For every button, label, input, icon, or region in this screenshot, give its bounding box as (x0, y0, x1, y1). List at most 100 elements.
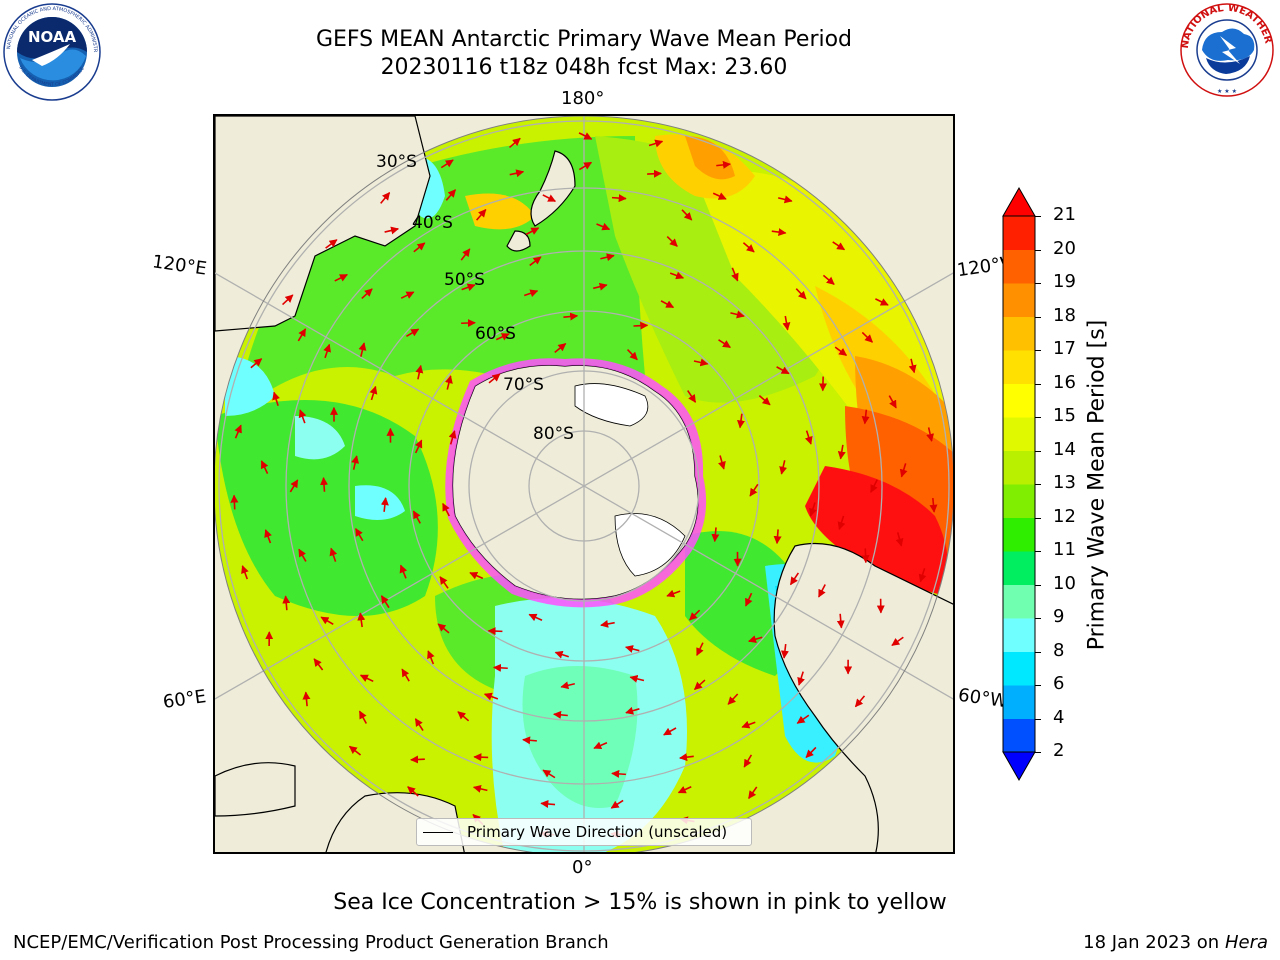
wave-direction-arrow (413, 242, 426, 253)
wave-direction-arrow (677, 785, 692, 794)
colorbar-tick-label: 18 (1053, 304, 1076, 326)
wave-direction-arrow (473, 753, 489, 762)
wave-direction-arrow (540, 800, 556, 808)
wave-direction-arrow (542, 769, 556, 779)
map-legend: Primary Wave Direction (unscaled) (416, 818, 752, 846)
wave-direction-arrow (696, 642, 704, 657)
wave-direction-arrow (891, 636, 904, 647)
colorbar-tick-label: 13 (1053, 472, 1076, 493)
wave-direction-arrow (660, 300, 675, 309)
colorbar-tick-label: 21 (1053, 204, 1076, 225)
lat-label-70s: 70°S (503, 375, 544, 395)
wave-direction-arrow (625, 706, 640, 715)
wave-direction-arrow (384, 226, 400, 235)
wave-direction-arrow (689, 609, 701, 621)
colorbar-band (1003, 718, 1035, 753)
wave-direction-arrow (554, 343, 567, 354)
wave-direction-arrow (487, 627, 503, 636)
wave-direction-arrow (789, 572, 800, 586)
noaa-logo-text: NOAA (28, 28, 77, 46)
wave-direction-arrow (836, 613, 845, 629)
wave-direction-arrow (457, 711, 470, 722)
colorbar-tick-mark (1035, 316, 1041, 318)
wave-direction-arrow (250, 358, 263, 369)
colorbar-band (1003, 249, 1035, 284)
lon-label-120e: 120°E (150, 251, 208, 280)
wave-direction-arrow (666, 235, 678, 247)
wave-direction-arrow (297, 328, 307, 342)
colorbar-band (1003, 651, 1035, 686)
colorbar-tick-mark (1035, 350, 1041, 351)
wave-direction-arrow (795, 288, 807, 300)
wave-direction-arrow (687, 390, 697, 403)
colorbar-label: Primary Wave Mean Period [s] (1084, 319, 1110, 651)
lat-label-80s: 80°S (533, 424, 574, 444)
wave-direction-arrow (593, 741, 608, 750)
colorbar-band (1003, 551, 1035, 585)
wave-direction-arrow (711, 527, 720, 543)
wave-direction-arrow (804, 430, 813, 445)
legend-label: Primary Wave Direction (unscaled) (467, 823, 728, 841)
wave-direction-arrow (282, 595, 291, 611)
wave-direction-arrow (861, 409, 870, 425)
wave-direction-arrow (380, 595, 390, 609)
wave-direction-arrow (929, 497, 938, 513)
colorbar-tick-mark (1035, 484, 1041, 485)
nws-logo: NATIONAL WEATHER SERVICE ★ ★ ★ (1176, 2, 1274, 97)
wave-direction-arrow (437, 623, 450, 634)
wave-direction-arrow (442, 502, 450, 517)
wave-direction-arrow (323, 343, 331, 359)
colorbar-tick-label: 6 (1053, 673, 1065, 694)
wave-direction-arrow (529, 256, 542, 267)
wave-direction-arrow (289, 479, 299, 493)
wave-direction-arrow (625, 645, 640, 653)
wave-direction-arrow (264, 529, 272, 544)
colorbar-band (1003, 350, 1035, 384)
colorbar-band (1003, 216, 1035, 250)
colorbar-tick-label: 10 (1053, 572, 1076, 594)
wave-direction-arrow (718, 339, 731, 349)
wave-direction-arrow (563, 312, 579, 321)
wave-direction-arrow (448, 430, 457, 445)
colorbar-tick-label: 4 (1053, 706, 1065, 728)
wave-direction-arrow (693, 679, 706, 691)
wave-direction-arrow (875, 298, 889, 306)
wave-direction-arrow (415, 364, 424, 380)
wave-direction-arrow (357, 612, 366, 628)
wave-direction-arrow (681, 209, 693, 221)
wave-direction-arrow (731, 267, 739, 282)
svg-text:★ ★ ★: ★ ★ ★ (1217, 88, 1237, 95)
colorbar-tick-label: 19 (1053, 271, 1076, 292)
wave-direction-arrow (663, 727, 677, 736)
wave-direction-arrow (525, 227, 540, 236)
wave-direction-arrow (782, 315, 791, 331)
wave-direction-arrow (822, 274, 835, 285)
colorbar-band (1003, 316, 1035, 351)
wave-direction-arrow (718, 455, 726, 470)
wave-direction-arrow (600, 253, 615, 262)
colorbar-band (1003, 685, 1035, 719)
colorbar-tick-label: 16 (1053, 371, 1076, 393)
wave-direction-arrow (600, 619, 615, 628)
wave-direction-arrow (351, 455, 360, 470)
wave-direction-arrow (779, 460, 788, 475)
wave-direction-arrow (647, 169, 662, 178)
colorbar-band (1003, 283, 1035, 317)
weddell-ice (614, 513, 686, 577)
wave-direction-arrow (361, 288, 373, 300)
wave-direction-arrow (611, 769, 626, 778)
wave-direction-arrow (730, 310, 745, 319)
wave-direction-arrow (440, 159, 454, 169)
wave-direction-arrow (313, 658, 324, 671)
wave-direction-arrow (629, 674, 645, 683)
wave-direction-arrow (712, 192, 727, 200)
wave-direction-arrow (492, 663, 508, 672)
colorbar-tick-mark (1035, 685, 1041, 686)
colorbar-tick-label: 20 (1053, 237, 1076, 259)
wave-direction-arrow (400, 291, 415, 299)
colorbar-tick-mark (1035, 752, 1041, 753)
noaa-logo: NOAA NATIONAL OCEANIC AND ATMOSPHERIC AD… (2, 2, 101, 101)
wave-direction-arrow (748, 786, 758, 800)
wave-direction-arrow (899, 463, 908, 478)
colorbar-tick-mark (1035, 216, 1041, 217)
